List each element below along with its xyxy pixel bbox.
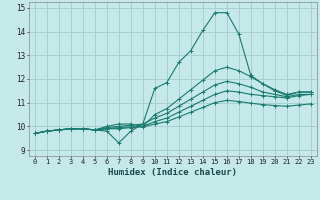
X-axis label: Humidex (Indice chaleur): Humidex (Indice chaleur) — [108, 168, 237, 177]
